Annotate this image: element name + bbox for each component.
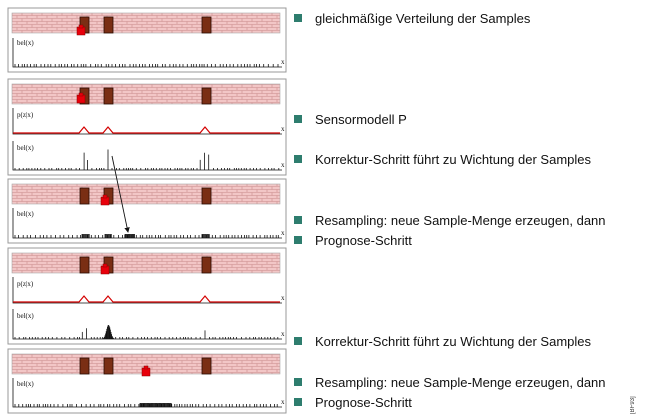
bullet-item: Resampling: neue Sample-Menge erzeugen, … bbox=[294, 374, 634, 390]
bullet-marker-icon bbox=[294, 216, 302, 224]
weighted-sample-ticks bbox=[14, 149, 280, 170]
x-axis-label: x bbox=[281, 330, 285, 338]
x-axis-label: x bbox=[281, 398, 285, 406]
resampling-arrow bbox=[111, 155, 130, 233]
bullet-text: Resampling: neue Sample-Menge erzeugen, … bbox=[315, 374, 606, 390]
wall-4 bbox=[11, 252, 281, 274]
bullet-marker-icon bbox=[294, 236, 302, 244]
x-axis-label: x bbox=[281, 229, 285, 237]
bullet-text: Prognose-Schritt bbox=[315, 394, 412, 410]
bullet-marker-icon bbox=[294, 14, 302, 22]
bullet-marker-icon bbox=[294, 398, 302, 406]
wall-2 bbox=[11, 83, 281, 105]
bullet-marker-icon bbox=[294, 378, 302, 386]
sensor-model-curve bbox=[13, 126, 280, 134]
x-axis-label: x bbox=[281, 58, 285, 66]
pzx-label: p(z|x) bbox=[17, 111, 34, 119]
bullet-item: gleichmäßige Verteilung der Samples bbox=[294, 10, 634, 26]
source-mark: [BF93] bbox=[630, 396, 636, 414]
bullet-text: Korrektur-Schritt führt zu Wichtung der … bbox=[315, 151, 591, 167]
bullet-marker-icon bbox=[294, 337, 302, 345]
sensor-model-curve bbox=[13, 295, 280, 303]
bullet-marker-icon bbox=[294, 115, 302, 123]
bullet-item: Prognose-Schritt bbox=[294, 232, 634, 248]
particle-filter-figure: bel(x) p(z|x) bel(x) bel(x) p(z|x) bel(x… bbox=[7, 7, 287, 414]
bullet-item: Korrektur-Schritt führt zu Wichtung der … bbox=[294, 151, 634, 167]
bullet-item: Sensormodell P bbox=[294, 111, 634, 127]
sample-ticks bbox=[14, 64, 279, 67]
bullet-text: gleichmäßige Verteilung der Samples bbox=[315, 10, 531, 26]
bullet-text: Korrektur-Schritt führt zu Wichtung der … bbox=[315, 333, 591, 349]
bullet-item: Resampling: neue Sample-Menge erzeugen, … bbox=[294, 212, 634, 228]
bel-label: bel(x) bbox=[17, 312, 34, 320]
pzx-label: p(z|x) bbox=[17, 280, 34, 288]
wall-1 bbox=[11, 12, 281, 34]
bullet-item: Prognose-Schritt bbox=[294, 394, 634, 410]
bullet-text: Prognose-Schritt bbox=[315, 232, 412, 248]
bel-label: bel(x) bbox=[17, 210, 34, 218]
bel-label: bel(x) bbox=[17, 380, 34, 388]
bel-label: bel(x) bbox=[17, 144, 34, 152]
bullet-text: Resampling: neue Sample-Menge erzeugen, … bbox=[315, 212, 606, 228]
robot-icons bbox=[76, 24, 151, 377]
bel-label: bel(x) bbox=[17, 39, 34, 47]
resampled-ticks bbox=[14, 403, 278, 407]
x-axis-label: x bbox=[281, 161, 285, 169]
wall-3 bbox=[11, 183, 281, 205]
resampled-ticks bbox=[14, 234, 279, 238]
bullet-text: Sensormodell P bbox=[315, 111, 407, 127]
bullet-item: Korrektur-Schritt führt zu Wichtung der … bbox=[294, 333, 634, 349]
weighted-sample-ticks bbox=[14, 325, 279, 339]
x-axis-label: x bbox=[281, 294, 285, 302]
bullet-marker-icon bbox=[294, 155, 302, 163]
x-axis-label: x bbox=[281, 125, 285, 133]
